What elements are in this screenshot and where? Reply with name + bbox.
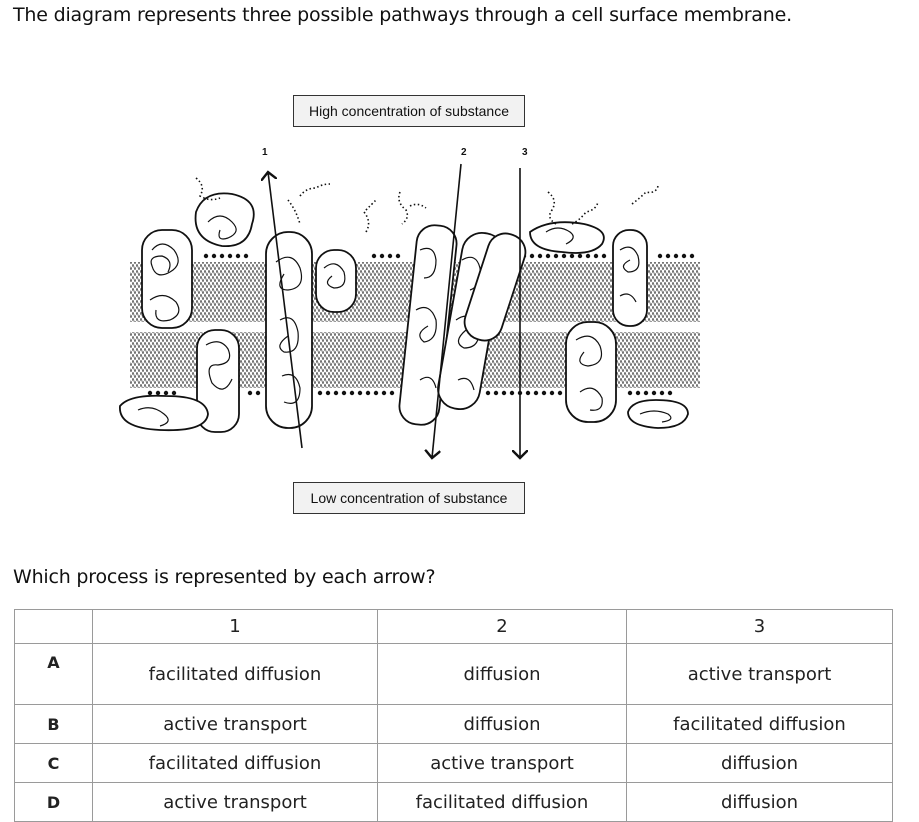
option-letter: C bbox=[14, 743, 93, 783]
table-cell: diffusion bbox=[626, 782, 893, 822]
membrane-proteins bbox=[119, 192, 689, 433]
option-letter: A bbox=[14, 643, 93, 705]
table-cell: active transport bbox=[626, 643, 893, 705]
table-header-cell bbox=[14, 609, 93, 644]
low-concentration-label: Low concentration of substance bbox=[293, 482, 525, 514]
table-cell: active transport bbox=[92, 704, 378, 744]
question-intro: The diagram represents three possible pa… bbox=[13, 4, 792, 26]
answer-row-d[interactable]: D active transport facilitated diffusion… bbox=[14, 782, 893, 822]
arrow-1-number: 1 bbox=[262, 147, 268, 158]
table-cell: facilitated diffusion bbox=[626, 704, 893, 744]
table-cell: facilitated diffusion bbox=[92, 643, 378, 705]
arrow-2-number: 2 bbox=[461, 147, 467, 158]
answer-row-a[interactable]: A facilitated diffusion diffusion active… bbox=[14, 643, 893, 705]
carbohydrate-chains bbox=[195, 177, 659, 233]
table-cell: diffusion bbox=[377, 704, 627, 744]
table-cell: diffusion bbox=[626, 743, 893, 783]
table-cell: facilitated diffusion bbox=[92, 743, 378, 783]
table-header-cell: 1 bbox=[92, 609, 378, 644]
table-header-cell: 2 bbox=[377, 609, 627, 644]
high-concentration-label: High concentration of substance bbox=[293, 95, 525, 127]
answer-row-c[interactable]: C facilitated diffusion active transport… bbox=[14, 743, 893, 783]
table-header-row: 1 2 3 bbox=[14, 609, 893, 644]
option-letter: B bbox=[14, 704, 93, 744]
arrow-3-number: 3 bbox=[522, 147, 528, 158]
arrow-1 bbox=[268, 172, 303, 449]
table-cell: facilitated diffusion bbox=[377, 782, 627, 822]
question-prompt: Which process is represented by each arr… bbox=[13, 566, 436, 588]
table-header-cell: 3 bbox=[626, 609, 893, 644]
answer-table: 1 2 3 A facilitated diffusion diffusion … bbox=[14, 609, 893, 822]
table-cell: active transport bbox=[92, 782, 378, 822]
answer-row-b[interactable]: B active transport diffusion facilitated… bbox=[14, 704, 893, 744]
pathway-arrows bbox=[268, 163, 520, 458]
option-letter: D bbox=[14, 782, 93, 822]
arrow-2 bbox=[432, 163, 462, 458]
cell-membrane-diagram bbox=[119, 163, 700, 560]
table-cell: active transport bbox=[377, 743, 627, 783]
table-cell: diffusion bbox=[377, 643, 627, 705]
